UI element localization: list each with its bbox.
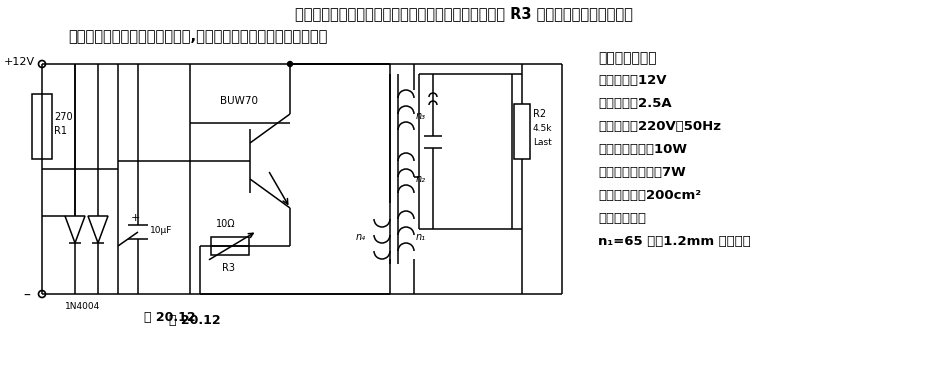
Text: 额定输出功率：10W: 额定输出功率：10W — [597, 143, 686, 156]
Text: n₁=65 匝，1.2mm 铜漆包线: n₁=65 匝，1.2mm 铜漆包线 — [597, 235, 750, 248]
Text: 电池电流：2.5A: 电池电流：2.5A — [597, 97, 671, 110]
Text: 图 20.12: 图 20.12 — [169, 314, 221, 327]
Bar — [514, 104, 529, 159]
Text: n₁: n₁ — [415, 232, 425, 242]
Text: –: – — [23, 289, 30, 303]
Text: 10Ω: 10Ω — [216, 219, 235, 229]
Text: 该电路晶体管采用单边乙类放大工作方式。利用电位器 R3 可以调整晶体管的放大倍: 该电路晶体管采用单边乙类放大工作方式。利用电位器 R3 可以调整晶体管的放大倍 — [295, 6, 632, 21]
Text: 1N4004: 1N4004 — [65, 302, 100, 311]
Text: R1: R1 — [54, 126, 67, 136]
Text: 输出电压：220V，50Hz: 输出电压：220V，50Hz — [597, 120, 720, 133]
Text: BUW70: BUW70 — [220, 96, 258, 106]
Text: 数。如果负载部分包括无功分量,则必须考虑到相应的频率变化量。: 数。如果负载部分包括无功分量,则必须考虑到相应的频率变化量。 — [68, 29, 327, 44]
Text: n₂: n₂ — [415, 174, 425, 184]
Bar — [210, 237, 248, 255]
Text: 图 20.12: 图 20.12 — [144, 311, 196, 324]
Text: 4.5k: 4.5k — [532, 123, 552, 133]
Text: n₃: n₃ — [415, 111, 425, 121]
Text: 晶体管损耗功率：7W: 晶体管损耗功率：7W — [597, 166, 685, 179]
Text: n₄: n₄ — [356, 232, 365, 242]
Text: +12V: +12V — [4, 57, 35, 67]
Text: 变压器数据：: 变压器数据： — [597, 212, 645, 225]
Circle shape — [287, 61, 292, 67]
Text: 主要技术数据：: 主要技术数据： — [597, 51, 656, 65]
Bar — [32, 94, 52, 159]
Text: 270: 270 — [54, 112, 72, 122]
Text: 10µF: 10µF — [150, 226, 172, 235]
Text: R3: R3 — [222, 263, 235, 273]
Text: 散热片面积：200cm²: 散热片面积：200cm² — [597, 189, 701, 202]
Text: +: + — [130, 213, 140, 223]
Text: R2: R2 — [532, 109, 545, 119]
Text: Last: Last — [532, 137, 552, 147]
Text: 电池电压：12V: 电池电压：12V — [597, 74, 666, 87]
